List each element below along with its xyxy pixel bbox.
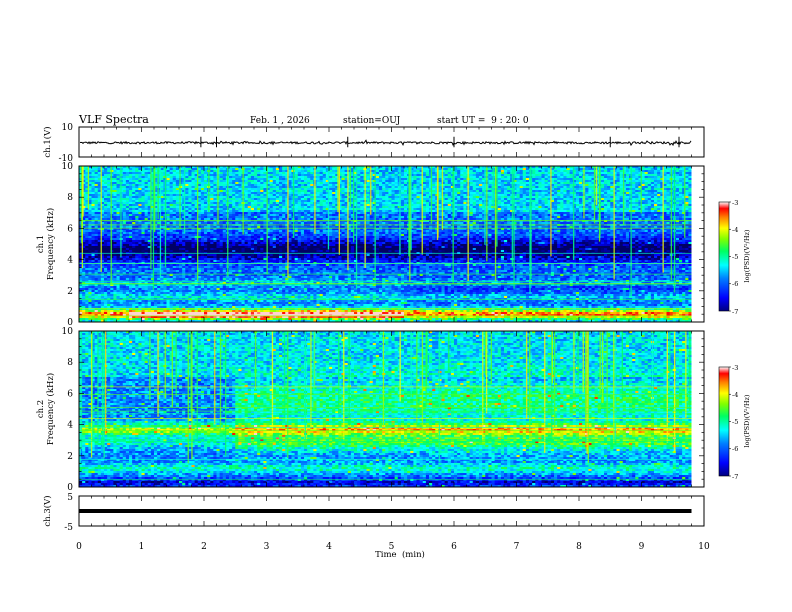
ch1-waveform-ylabel: ch.1(V): [42, 126, 53, 157]
ch1-waveform-panel: 10 -10 ch.1(V): [42, 123, 704, 164]
ch1-ytick-top: 10: [62, 123, 74, 133]
header-start-time: start UT = 9 : 20: 0: [437, 116, 529, 126]
header-station: station=OUJ: [343, 116, 401, 126]
ch1-spectrogram-image: [79, 166, 704, 322]
figure-title: VLF Spectra: [78, 113, 149, 126]
header-date: Feb. 1 , 2026: [250, 116, 310, 126]
